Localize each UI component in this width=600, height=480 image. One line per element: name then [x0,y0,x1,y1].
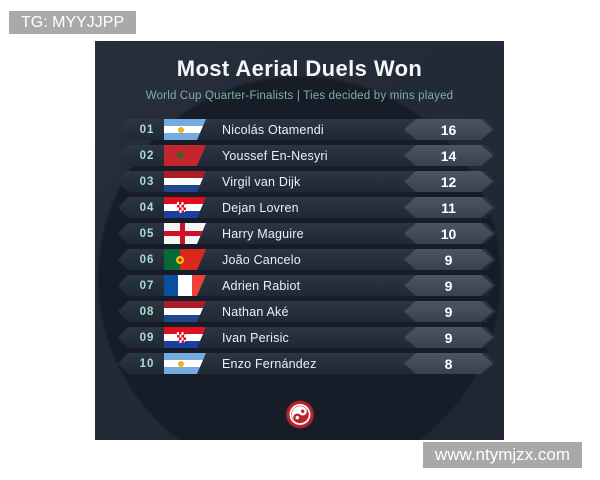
player-name: Virgil van Dijk [222,174,301,189]
rank-label: 10 [139,357,155,370]
page-subtitle: World Cup Quarter-Finalists | Ties decid… [145,90,454,102]
table-row: 03 Virgil van Dijk 12 [118,171,496,192]
value-badge: 9 [404,327,493,348]
rank-label: 03 [139,175,155,188]
rank-label: 08 [139,305,155,318]
rank-label: 06 [139,253,155,266]
flag-argentina-icon [164,119,206,140]
table-row: 01 Nicolás Otamendi 16 [118,119,496,140]
player-name: Nathan Aké [222,304,289,319]
rank-label: 07 [139,279,155,292]
table-row: 08 Nathan Aké 9 [118,301,496,322]
flag-croatia-icon [164,197,206,218]
value-badge: 14 [404,145,493,166]
value-badge: 9 [404,249,493,270]
ranking-rows: 01 Nicolás Otamendi 16 02 Youssef En-Nesyri 1… [118,119,496,379]
player-name: Youssef En-Nesyri [222,148,328,163]
rank-label: 04 [139,201,155,214]
value-badge: 16 [404,119,493,140]
flag-england-icon [164,223,206,244]
player-name: Harry Maguire [222,226,304,241]
table-row: 02 Youssef En-Nesyri 14 [118,145,496,166]
telegram-watermark: TG: MYYJJPP [9,11,137,34]
website-watermark: www.ntymjzx.com [422,442,582,468]
table-row: 04 Dejan Lovren 11 [118,197,496,218]
rank-label: 09 [139,331,155,344]
flag-argentina-icon [164,353,206,374]
table-row: 09 Ivan Perisic 9 [118,327,496,348]
stats-card: Most Aerial Duels Won World Cup Quarter-… [95,41,504,440]
table-row: 06 João Cancelo 9 [118,249,496,270]
value-badge: 10 [404,223,493,244]
rank-label: 01 [139,123,155,136]
value-badge: 9 [404,275,493,296]
value-badge: 11 [404,197,493,218]
flag-netherlands-icon [164,301,206,322]
rank-label: 02 [139,149,155,162]
player-name: Dejan Lovren [222,200,299,215]
player-name: Ivan Perisic [222,330,290,345]
player-name: Adrien Rabiot [222,278,301,293]
yin-yang-crest-logo-icon [285,400,314,429]
player-name: Enzo Fernández [222,356,317,371]
flag-croatia-icon [164,327,206,348]
table-row: 07 Adrien Rabiot 9 [118,275,496,296]
value-badge: 12 [404,171,493,192]
flag-morocco-icon [164,145,206,166]
page-title: Most Aerial Duels Won [176,56,423,81]
value-badge: 8 [404,353,493,374]
player-name: Nicolás Otamendi [222,122,324,137]
table-row: 05 Harry Maguire 10 [118,223,496,244]
rank-label: 05 [139,227,155,240]
value-badge: 9 [404,301,493,322]
flag-france-icon [164,275,206,296]
flag-netherlands-icon [164,171,206,192]
table-row: 10 Enzo Fernández 8 [118,353,496,374]
player-name: João Cancelo [222,252,301,267]
flag-portugal-icon [164,249,206,270]
